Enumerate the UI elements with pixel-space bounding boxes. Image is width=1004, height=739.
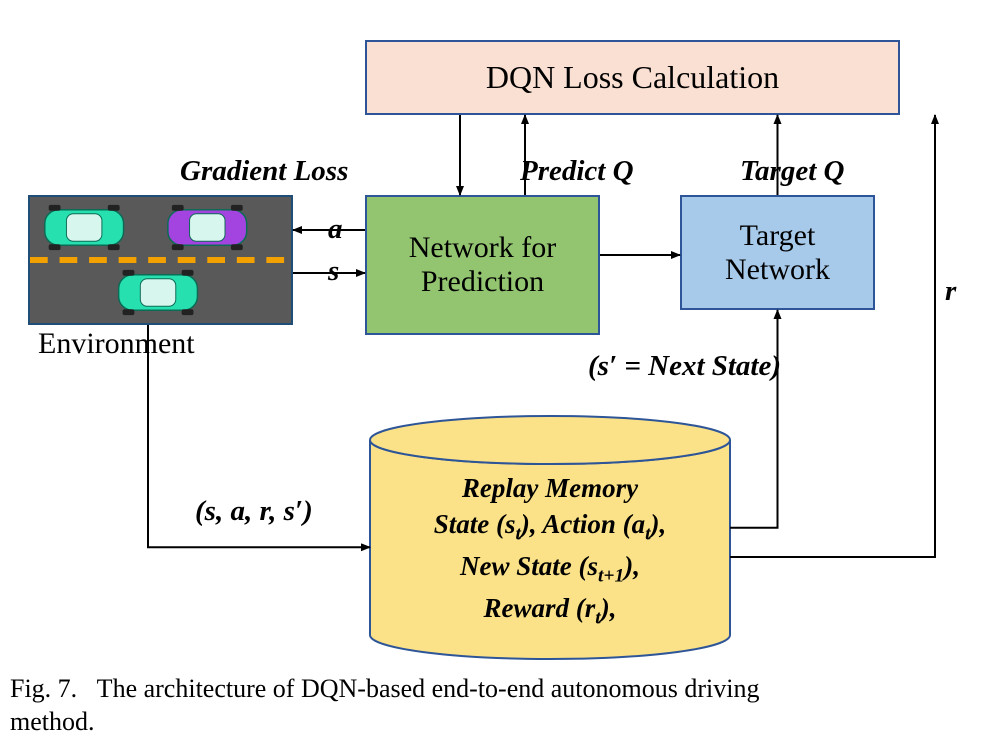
label-sarsp: (s, a, r, s′) — [195, 495, 313, 528]
box-dqn-loss-label: DQN Loss Calculation — [486, 59, 779, 96]
box-target-network-label: TargetNetwork — [725, 219, 830, 287]
label-r: r — [945, 275, 956, 308]
environment-label: Environment — [38, 327, 195, 361]
box-environment — [28, 195, 293, 325]
box-network-prediction: Network forPrediction — [365, 195, 600, 335]
label-gradient-loss: Gradient Loss — [180, 155, 348, 188]
figure-caption: Fig. 7. The architecture of DQN-based en… — [10, 672, 994, 738]
diagram-canvas: DQN Loss Calculation Network forPredicti… — [0, 0, 1004, 739]
label-predict-q: Predict Q — [520, 155, 634, 188]
replay-memory-text: Replay MemoryState (st), Action (at),New… — [370, 470, 730, 631]
label-s: s — [328, 255, 339, 288]
box-dqn-loss: DQN Loss Calculation — [365, 40, 900, 115]
label-a: a — [328, 213, 343, 246]
label-target-q: Target Q — [740, 155, 844, 188]
box-network-prediction-label: Network forPrediction — [409, 231, 556, 299]
label-next-state: (s′ = Next State) — [588, 350, 781, 383]
environment-scene — [30, 195, 291, 325]
box-target-network: TargetNetwork — [680, 195, 875, 310]
